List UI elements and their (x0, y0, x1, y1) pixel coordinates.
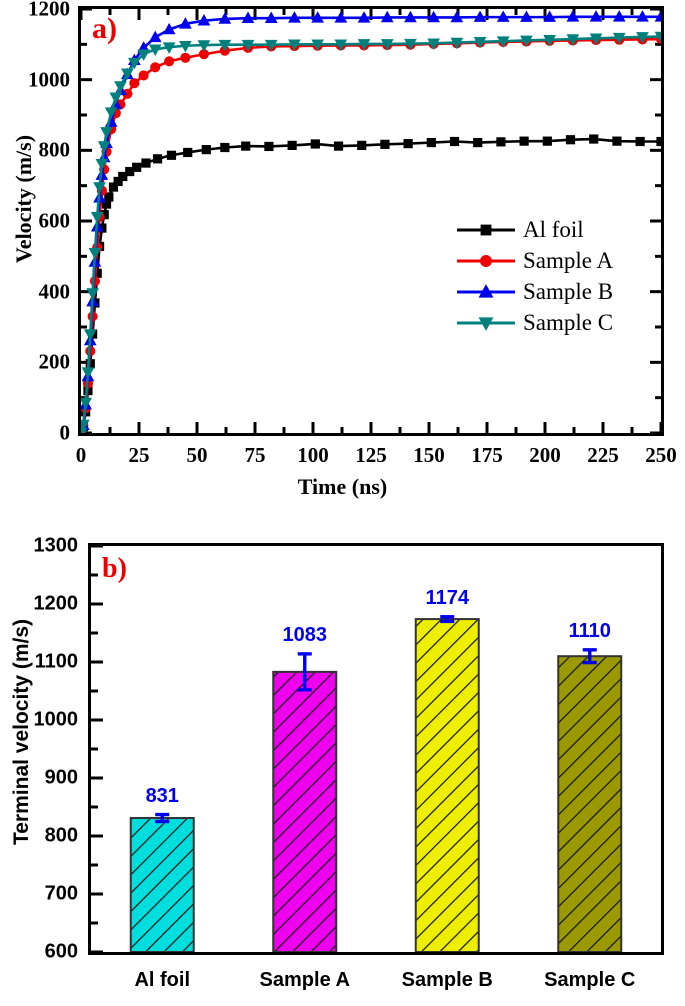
legend-marker-icon (455, 312, 517, 334)
error-bar-sample-a (297, 652, 312, 692)
panel-a-x-axis-title: Time (ns) (297, 474, 388, 499)
panel-a-ytick-label: 0 (59, 420, 71, 445)
panel-b-ytick-label: 1300 (33, 534, 79, 557)
legend-marker-icon (455, 250, 517, 272)
legend-item-sample-b[interactable]: Sample B (455, 276, 655, 307)
panel-b-svg (91, 546, 623, 952)
legend-label: Sample C (523, 309, 614, 335)
panel-b-ytick-label: 800 (44, 824, 78, 847)
panel-a-xtick-label: 100 (297, 443, 329, 467)
panel-a-xtick-label: 75 (244, 443, 266, 467)
panel-a-tag: a) (92, 12, 117, 45)
panel-b-terminal-velocity: b) 600 700 800 900 1000 1100 1200 1300 Al foil S… (0, 505, 685, 1006)
panel-a-ytick-label: 400 (38, 279, 71, 304)
bar-sample-a (272, 670, 338, 952)
legend-marker-icon (455, 219, 517, 241)
panel-b-value-label: 831 (145, 784, 179, 807)
panel-a-legend: Al foil Sample A Sample B Sample C (455, 214, 655, 338)
series-sample-c (81, 31, 661, 433)
panel-a-xtick-label: 50 (186, 443, 208, 467)
legend-item-sample-a[interactable]: Sample A (455, 245, 655, 276)
panel-b-category-label: Sample C (544, 969, 636, 991)
bar-sample-b (414, 618, 480, 952)
panel-a-xtick-label: 25 (128, 443, 150, 467)
panel-b-value-label: 1110 (568, 619, 611, 642)
panel-b-ytick-label: 900 (44, 766, 78, 789)
panel-b-category-label: Al foil (134, 969, 191, 991)
panel-b-tag: b) (102, 553, 127, 584)
legend-label: Sample B (523, 278, 614, 304)
panel-a-xtick-label: 175 (471, 443, 503, 467)
panel-b-category-label: Sample A (259, 969, 350, 991)
error-bar-al-foil (155, 812, 170, 824)
legend-label: Sample A (523, 247, 614, 273)
panel-a-xtick-label: 0 (75, 443, 87, 467)
panel-a-plot-frame (78, 6, 664, 436)
panel-a-ytick-label: 1200 (28, 0, 70, 21)
panel-a-xtick-label: 125 (355, 443, 387, 467)
panel-a-ytick-label: 600 (38, 208, 71, 233)
panel-a-velocity-vs-time: a) 0 200 400 600 800 1000 1200 0 25 50 75 100 125 15… (11, 0, 677, 499)
legend-marker-icon (455, 281, 517, 303)
legend-label: Al foil (523, 216, 584, 242)
bar-al-foil (129, 817, 195, 952)
bar-sample-c (557, 655, 623, 952)
panel-b-value-label: 1083 (282, 623, 328, 646)
legend-item-al-foil[interactable]: Al foil (455, 214, 655, 245)
panel-a-xtick-label: 250 (645, 443, 677, 467)
panel-a-ytick-label: 800 (38, 137, 71, 162)
error-bar-sample-c (582, 648, 597, 665)
panel-a-ytick-label: 200 (38, 349, 71, 374)
panel-a-svg (81, 9, 661, 433)
error-bar-sample-b (440, 615, 455, 624)
legend-item-sample-c[interactable]: Sample C (455, 307, 655, 338)
panel-b-ytick-label: 1000 (33, 708, 79, 731)
panel-b-plot-frame (88, 543, 664, 955)
panel-b-ytick-label: 600 (44, 940, 78, 963)
panel-a-xtick-label: 225 (587, 443, 619, 467)
panel-b-ytick-label: 700 (44, 882, 78, 905)
panel-b-category-label: Sample B (401, 969, 493, 991)
panel-b-ytick-label: 1200 (33, 592, 79, 615)
panel-a-xtick-label: 200 (529, 443, 561, 467)
panel-a-y-axis-title: Velocity (m/s) (11, 134, 36, 264)
panel-b-ytick-label: 1100 (34, 650, 78, 673)
panel-b-value-label: 1174 (425, 586, 469, 609)
panel-a-ytick-label: 1000 (28, 67, 70, 92)
panel-a-xtick-label: 150 (413, 443, 445, 467)
panel-b-y-axis-title: Terminal velocity (m/s) (10, 618, 33, 846)
